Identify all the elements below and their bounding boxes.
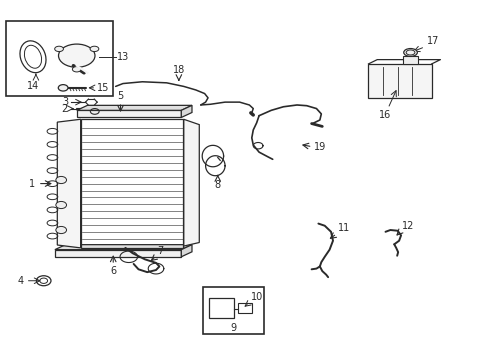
- Text: 18: 18: [172, 65, 184, 75]
- Text: 2: 2: [61, 104, 67, 113]
- Bar: [81, 119, 183, 248]
- Text: 11: 11: [338, 223, 350, 233]
- Polygon shape: [55, 245, 192, 249]
- Polygon shape: [368, 64, 431, 98]
- Bar: [237, 303, 252, 313]
- Ellipse shape: [403, 49, 416, 57]
- Text: 17: 17: [426, 36, 438, 46]
- Ellipse shape: [58, 85, 68, 91]
- Polygon shape: [181, 105, 192, 117]
- Text: 14: 14: [27, 81, 39, 91]
- Ellipse shape: [72, 67, 81, 72]
- Bar: [6, 21, 113, 96]
- Text: 12: 12: [401, 221, 413, 231]
- Bar: [203, 287, 264, 334]
- Text: 16: 16: [379, 111, 391, 120]
- Ellipse shape: [59, 44, 95, 67]
- Polygon shape: [181, 245, 192, 257]
- Text: 15: 15: [97, 83, 109, 93]
- Bar: [209, 298, 233, 318]
- Ellipse shape: [56, 226, 66, 234]
- Ellipse shape: [90, 46, 99, 51]
- Text: 3: 3: [62, 97, 68, 107]
- Bar: [403, 56, 417, 64]
- Polygon shape: [77, 105, 192, 111]
- Text: 13: 13: [116, 52, 129, 62]
- Polygon shape: [57, 119, 81, 248]
- Polygon shape: [55, 249, 181, 257]
- Text: 10: 10: [250, 292, 263, 302]
- Text: 8: 8: [214, 180, 221, 190]
- Text: 4: 4: [18, 276, 24, 286]
- Text: 6: 6: [110, 266, 116, 276]
- Text: 19: 19: [313, 142, 325, 152]
- Text: 9: 9: [230, 323, 236, 333]
- Text: 5: 5: [117, 91, 123, 101]
- Polygon shape: [77, 111, 181, 117]
- Ellipse shape: [55, 46, 63, 51]
- Ellipse shape: [56, 176, 66, 184]
- Text: 1: 1: [29, 179, 35, 189]
- Ellipse shape: [56, 202, 66, 208]
- Text: 7: 7: [157, 246, 163, 256]
- Polygon shape: [183, 119, 199, 246]
